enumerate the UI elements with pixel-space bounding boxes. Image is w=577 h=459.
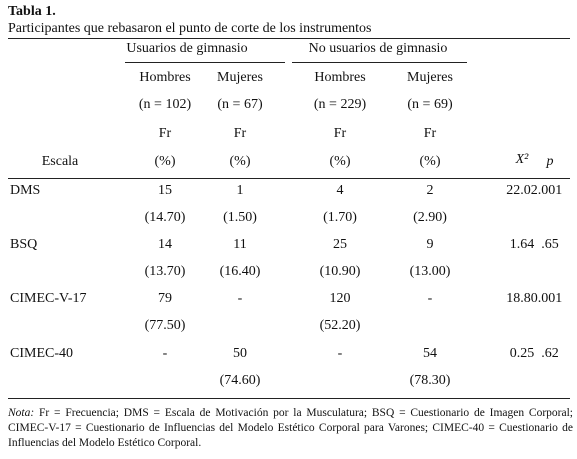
- cell-value: 50: [233, 346, 247, 361]
- cell-percent: (1.70): [323, 210, 357, 225]
- cell-percent: (74.60): [219, 373, 261, 388]
- cell-percent: (1.50): [223, 210, 257, 225]
- row-name: CIMEC-40: [10, 346, 73, 361]
- cell-percent: (13.00): [409, 264, 451, 279]
- p-value: .001: [537, 183, 563, 198]
- cell-value: -: [427, 291, 433, 306]
- x2-value: 0.25: [509, 346, 535, 361]
- x2-value: 1.64: [509, 237, 535, 252]
- cell-value: 9: [426, 237, 434, 252]
- n-label: (n = 67): [217, 97, 263, 112]
- subgroup-header: Hombres: [139, 70, 191, 85]
- cell-value: 79: [158, 291, 172, 306]
- cell-percent: (13.70): [144, 264, 186, 279]
- pct-label: (%): [329, 154, 351, 169]
- cell-value: 1: [236, 183, 244, 198]
- freq-label: Fr: [333, 126, 347, 141]
- cell-percent: (16.40): [219, 264, 261, 279]
- rule: [8, 398, 570, 399]
- group-header: Usuarios de gimnasio: [126, 41, 248, 56]
- cell-percent: (78.30): [409, 373, 451, 388]
- rule: [8, 178, 570, 179]
- cell-value: -: [237, 291, 243, 306]
- cell-value: 2: [426, 183, 434, 198]
- cell-percent: (52.20): [319, 318, 361, 333]
- n-label: (n = 69): [407, 97, 453, 112]
- scale-label: Escala: [41, 154, 79, 169]
- cell-value: 25: [333, 237, 347, 252]
- p-value: .62: [541, 346, 559, 361]
- cell-value: 15: [158, 183, 172, 198]
- cell-value: 4: [336, 183, 344, 198]
- note-label: Nota:: [8, 407, 35, 419]
- table-subtitle: Participantes que rebasaron el punto de …: [8, 21, 372, 36]
- cell-value: 11: [233, 237, 247, 252]
- table-title: Tabla 1.: [8, 4, 56, 19]
- cell-percent: (10.90): [319, 264, 361, 279]
- n-label: (n = 102): [138, 97, 192, 112]
- cell-value: -: [337, 346, 343, 361]
- pct-label: (%): [229, 154, 251, 169]
- group-header: No usuarios de gimnasio: [308, 41, 448, 56]
- n-label: (n = 229): [313, 97, 367, 112]
- cell-value: 120: [329, 291, 351, 306]
- note: Nota: Fr = Frecuencia; DMS = Escala de M…: [8, 406, 573, 451]
- rule: [292, 62, 467, 63]
- note-text: Fr = Frecuencia; DMS = Escala de Motivac…: [8, 407, 573, 449]
- row-name: BSQ: [10, 237, 38, 252]
- freq-label: Fr: [233, 126, 247, 141]
- freq-label: Fr: [423, 126, 437, 141]
- cell-percent: (2.90): [413, 210, 447, 225]
- cell-value: 54: [423, 346, 437, 361]
- subgroup-header: Mujeres: [217, 70, 263, 85]
- rule: [8, 38, 570, 39]
- pct-label: (%): [154, 154, 176, 169]
- cell-value: 14: [158, 237, 172, 252]
- cell-percent: (14.70): [144, 210, 186, 225]
- p-value: .001: [537, 291, 563, 306]
- x2-value: 18.80: [506, 291, 538, 306]
- x2-value: 22.02: [506, 183, 538, 198]
- rule: [125, 62, 285, 63]
- row-name: CIMEC-V-17: [10, 291, 87, 306]
- freq-label: Fr: [158, 126, 172, 141]
- x2-label: X²: [515, 152, 529, 167]
- cell-percent: (77.50): [144, 318, 186, 333]
- cell-value: -: [162, 346, 168, 361]
- pct-label: (%): [419, 154, 441, 169]
- subgroup-header: Mujeres: [407, 70, 453, 85]
- p-label: p: [546, 154, 554, 169]
- row-name: DMS: [10, 183, 41, 198]
- subgroup-header: Hombres: [314, 70, 366, 85]
- p-value: .65: [541, 237, 559, 252]
